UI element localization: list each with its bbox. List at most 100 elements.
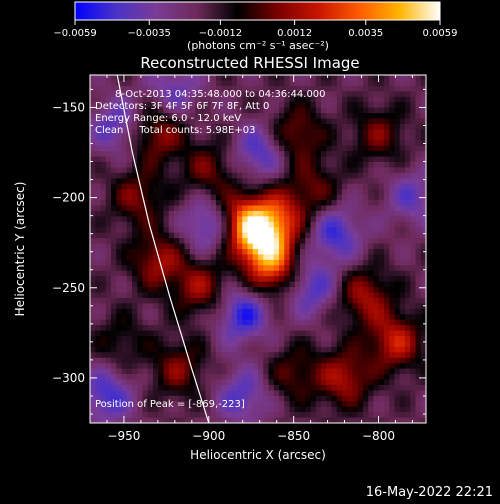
heatmap-cell [226, 91, 233, 98]
heatmap-cell [147, 384, 154, 391]
heatmap-cell [252, 368, 259, 375]
heatmap-cell [420, 85, 426, 92]
heatmap-cell [315, 379, 322, 386]
heatmap-cell [410, 379, 417, 386]
heatmap-cell [347, 292, 354, 299]
heatmap-cell [221, 395, 228, 402]
heatmap-cell [132, 276, 138, 283]
heatmap-cell [331, 390, 338, 397]
heatmap-cell [179, 406, 186, 413]
heatmap-cell [284, 292, 291, 299]
heatmap-cell [237, 254, 243, 261]
heatmap-cell [399, 216, 406, 223]
heatmap-cell [363, 314, 369, 321]
heatmap-cell [363, 118, 369, 125]
heatmap-cell [273, 336, 280, 343]
heatmap-cell [294, 281, 301, 288]
heatmap-cell [95, 123, 102, 130]
heatmap-cell [352, 270, 359, 277]
heatmap-cell [310, 314, 317, 321]
heatmap-cell [137, 151, 144, 158]
heatmap-cell [111, 314, 117, 321]
heatmap-cell [247, 276, 254, 283]
heatmap-cell [378, 363, 385, 370]
heatmap-cell [279, 221, 285, 228]
heatmap-cell [394, 292, 401, 299]
heatmap-cell [342, 205, 348, 212]
heatmap-cell [305, 151, 312, 158]
heatmap-cell [147, 172, 154, 179]
heatmap-cell [226, 200, 233, 207]
heatmap-cell [315, 401, 322, 408]
heatmap-cell [357, 96, 364, 103]
heatmap-cell [410, 145, 417, 152]
heatmap-cell [378, 172, 385, 179]
heatmap-cell [357, 167, 364, 174]
heatmap-cell [315, 390, 322, 397]
heatmap-cell [226, 85, 233, 92]
heatmap-cell [284, 96, 291, 103]
heatmap-cell [126, 379, 133, 386]
heatmap-cell [315, 357, 322, 364]
heatmap-cell [221, 346, 228, 353]
heatmap-cell [168, 303, 175, 310]
heatmap-cell [237, 151, 243, 158]
heatmap-cell [384, 384, 390, 391]
heatmap-cell [142, 330, 149, 337]
heatmap-cell [305, 379, 312, 386]
heatmap-cell [273, 249, 280, 256]
heatmap-cell [226, 178, 233, 185]
heatmap-cell [268, 238, 275, 245]
heatmap-cell [216, 113, 222, 120]
heatmap-cell [279, 118, 285, 125]
heatmap-cell [226, 352, 233, 359]
heatmap-cell [415, 123, 422, 130]
heatmap-cell [242, 303, 249, 310]
heatmap-cell [389, 395, 396, 402]
heatmap-cell [420, 330, 426, 337]
heatmap-cell [389, 308, 396, 315]
heatmap-cell [384, 172, 390, 179]
heatmap-cell [205, 102, 212, 109]
heatmap-cell [352, 194, 359, 201]
heatmap-cell [405, 216, 411, 223]
heatmap-cell [357, 303, 364, 310]
heatmap-cell [168, 406, 175, 413]
heatmap-cell [189, 227, 196, 234]
heatmap-cell [373, 221, 380, 228]
heatmap-cell [231, 205, 238, 212]
heatmap-cell [179, 379, 186, 386]
heatmap-cell [195, 107, 201, 114]
heatmap-cell [184, 308, 191, 315]
heatmap-cell [237, 123, 243, 130]
heatmap-cell [284, 308, 291, 315]
heatmap-cell [279, 85, 285, 92]
heatmap-cell [242, 156, 249, 163]
heatmap-cell [258, 406, 264, 413]
heatmap-cell [100, 341, 107, 348]
y-tick-label: −300 [52, 371, 85, 385]
heatmap-cell [342, 134, 348, 141]
heatmap-cell [289, 238, 296, 245]
heatmap-cell [305, 265, 312, 272]
heatmap-cell [90, 210, 96, 217]
heatmap-cell [336, 412, 343, 419]
heatmap-cell [378, 417, 385, 423]
heatmap-cell [184, 390, 191, 397]
heatmap-cell [326, 189, 333, 196]
heatmap-cell [352, 352, 359, 359]
heatmap-cell [137, 368, 144, 375]
heatmap-cell [268, 134, 275, 141]
heatmap-cell [116, 395, 123, 402]
heatmap-cell [336, 145, 343, 152]
heatmap-cell [184, 336, 191, 343]
heatmap-cell [252, 140, 259, 147]
heatmap-cell [132, 227, 138, 234]
heatmap-cell [321, 259, 327, 266]
heatmap-cell [315, 417, 322, 423]
heatmap-cell [158, 232, 165, 239]
heatmap-cell [247, 134, 254, 141]
heatmap-cell [174, 265, 180, 272]
heatmap-cell [184, 374, 191, 381]
heatmap-cell [394, 314, 401, 321]
